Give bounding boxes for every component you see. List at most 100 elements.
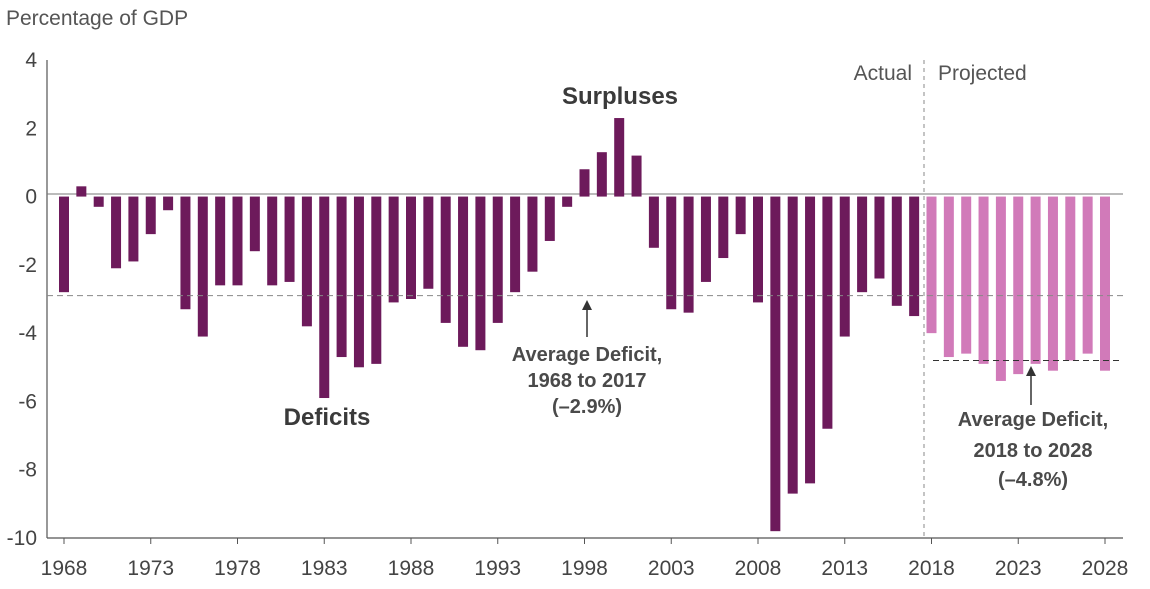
bar-actual	[267, 196, 278, 286]
bar-actual	[718, 196, 729, 259]
bar-actual	[735, 196, 746, 235]
bar-actual	[93, 196, 104, 207]
bar-actual	[857, 196, 868, 293]
bars	[59, 118, 1110, 532]
bar-actual	[284, 196, 295, 282]
y-tick-label: -4	[18, 322, 37, 345]
y-tick-label: 0	[25, 186, 37, 209]
y-tick-label: -10	[7, 527, 37, 550]
bar-actual	[579, 169, 590, 197]
bar-projected	[1065, 196, 1076, 361]
bar-actual	[492, 196, 503, 323]
bar-actual	[787, 196, 798, 494]
bar-actual	[510, 196, 521, 293]
x-tick-label: 1978	[214, 557, 261, 580]
average-projected-line1: Average Deficit,	[958, 409, 1108, 431]
bar-actual	[891, 196, 902, 306]
bar-actual	[215, 196, 226, 286]
bar-actual	[666, 196, 677, 310]
bar-actual	[249, 196, 260, 252]
x-tick-label: 2023	[995, 557, 1042, 580]
bar-actual	[197, 196, 208, 337]
x-tick-label: 1973	[127, 557, 174, 580]
x-tick-label: 2008	[735, 557, 782, 580]
bar-projected	[1082, 196, 1093, 354]
bar-actual	[388, 196, 399, 303]
average-deficit-annotation-actual: Average Deficit, 1968 to 2017 (–2.9%)	[512, 300, 662, 418]
bar-actual	[336, 196, 347, 358]
bar-actual	[59, 196, 69, 293]
x-tick-label: 1998	[561, 557, 608, 580]
bar-actual	[648, 196, 659, 248]
average-actual-line3: (–2.9%)	[552, 396, 622, 418]
bar-projected	[926, 196, 937, 334]
deficits-label: Deficits	[284, 404, 371, 431]
bar-actual	[874, 196, 885, 279]
bar-actual	[301, 196, 312, 327]
bar-actual	[562, 196, 573, 207]
surpluses-label: Surpluses	[562, 83, 678, 110]
bar-actual	[458, 196, 469, 347]
y-tick-label: 2	[25, 117, 37, 140]
bar-projected	[1013, 196, 1024, 375]
bar-actual	[596, 152, 607, 197]
bar-actual	[527, 196, 538, 272]
average-projected-line2: 2018 to 2028	[974, 440, 1093, 462]
bar-actual	[180, 196, 191, 310]
bar-actual	[770, 196, 781, 532]
bar-actual	[700, 196, 711, 282]
y-tick-label: -6	[18, 390, 37, 413]
x-tick-label: 2003	[648, 557, 695, 580]
bar-actual	[232, 196, 243, 286]
average-actual-arrow-head	[582, 300, 592, 310]
bar-actual	[406, 196, 416, 299]
bar-actual	[822, 196, 833, 429]
bar-projected	[1100, 196, 1110, 371]
bar-projected	[995, 196, 1006, 381]
y-tick-label: 4	[25, 49, 37, 72]
average-actual-line2: 1968 to 2017	[528, 370, 647, 392]
x-tick-labels: 1968 1973 1978 1983 1988 1993 1998 2003 2008 2013…	[41, 538, 1129, 580]
bar-actual	[76, 186, 87, 197]
x-tick-label: 1983	[301, 557, 348, 580]
bar-actual	[440, 196, 451, 323]
y-axis-title: Percentage of GDP	[6, 7, 188, 30]
bar-actual	[614, 118, 625, 197]
actual-period-label: Actual	[854, 62, 912, 85]
average-deficit-annotation-projected: Average Deficit, 2018 to 2028 (–4.8%)	[958, 366, 1108, 491]
x-tick-label: 2013	[821, 557, 868, 580]
y-tick-label: -8	[18, 459, 37, 482]
bar-actual	[753, 196, 763, 303]
bar-actual	[353, 196, 364, 368]
bar-projected	[943, 196, 954, 358]
bar-actual	[805, 196, 816, 484]
bar-actual	[319, 196, 330, 399]
bar-actual	[371, 196, 382, 364]
x-tick-label: 2028	[1082, 557, 1129, 580]
bar-actual	[423, 196, 434, 289]
x-tick-label: 1993	[474, 557, 521, 580]
bar-actual	[909, 196, 920, 317]
bar-actual	[163, 196, 174, 211]
bar-actual	[145, 196, 156, 235]
y-tick-labels: 4 2 0 -2 -4 -6 -8 -10	[7, 49, 38, 550]
bar-actual	[683, 196, 694, 313]
bar-projected	[978, 196, 989, 364]
bar-actual	[839, 196, 850, 337]
y-tick-label: -2	[18, 254, 37, 277]
bar-projected	[961, 196, 972, 354]
bar-actual	[631, 155, 642, 197]
average-projected-arrow-head	[1026, 366, 1036, 376]
bar-actual	[475, 196, 486, 351]
bar-actual	[544, 196, 555, 241]
x-tick-label: 2018	[908, 557, 955, 580]
bar-projected	[1030, 196, 1041, 364]
bar-actual	[128, 196, 139, 262]
bar-projected	[1047, 196, 1058, 371]
projected-period-label: Projected	[938, 62, 1027, 85]
average-actual-line1: Average Deficit,	[512, 344, 662, 366]
x-tick-label: 1968	[41, 557, 88, 580]
average-projected-line3: (–4.8%)	[998, 469, 1068, 491]
x-tick-label: 1988	[388, 557, 435, 580]
